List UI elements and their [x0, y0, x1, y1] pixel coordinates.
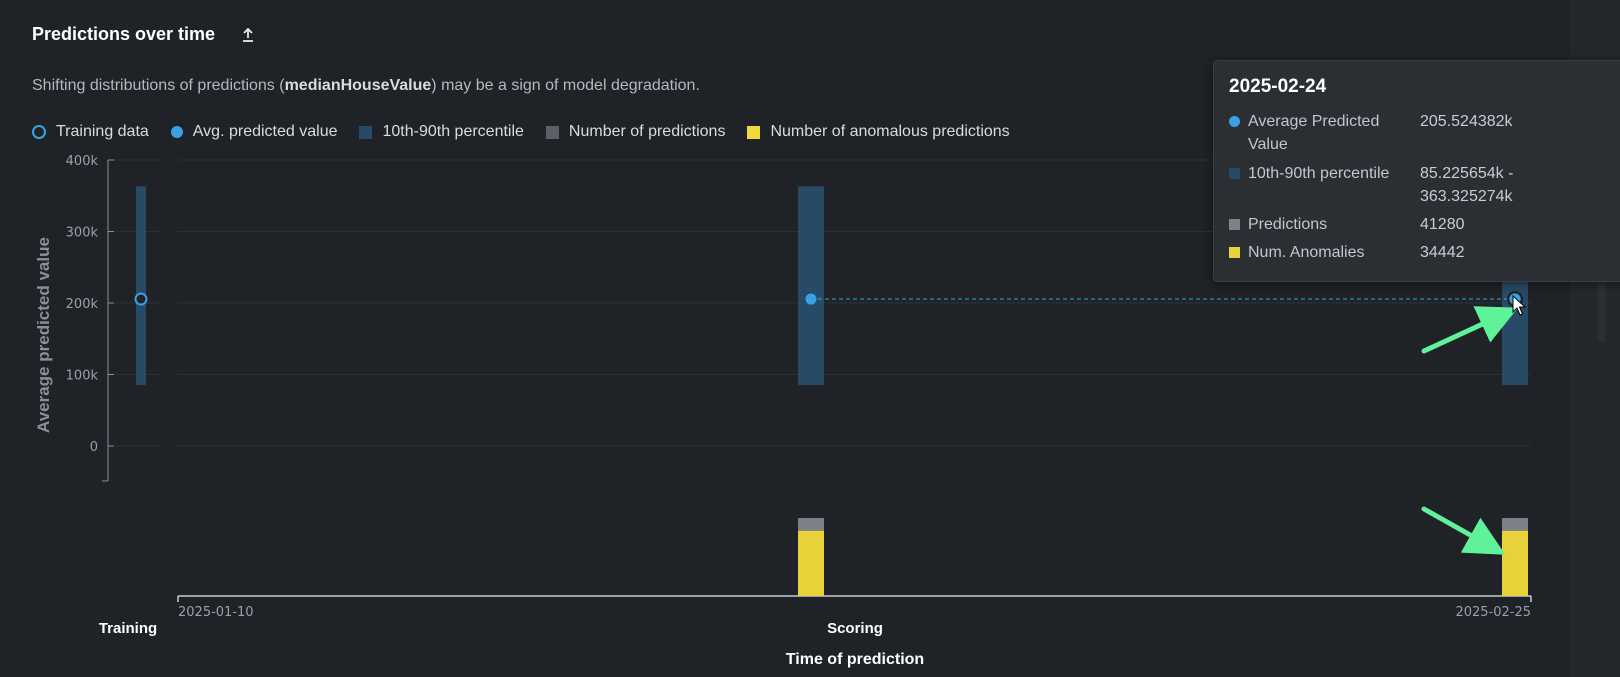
square-swatch-icon [545, 125, 559, 139]
y-tick-label: 100k [66, 369, 99, 384]
square-swatch-icon [359, 125, 373, 139]
training-percentile-bar [136, 186, 146, 386]
x-start-label: 2025-01-10 [178, 605, 254, 620]
square-swatch-icon [1229, 219, 1240, 230]
mouse-cursor-icon [1512, 294, 1527, 316]
training-avg-marker [134, 292, 148, 306]
annotation-arrow-icon [1421, 306, 1519, 354]
chart-subtitle: Shifting distributions of predictions (m… [32, 77, 700, 94]
tooltip-value: 34442 [1420, 244, 1465, 261]
x-end-label: 2025-02-25 [1455, 605, 1531, 620]
anomalies-count-bar [798, 530, 824, 596]
legend: Training data Avg. predicted value 10th-… [32, 123, 1032, 141]
x-axis-title: Time of prediction [786, 651, 924, 668]
predictions-chart: 0 100k 200k 300k 400k Average predicted valu… [34, 154, 1532, 668]
tooltip-value: 85.225654k - 363.325274k [1420, 165, 1514, 205]
legend-label: Avg. predicted value [192, 123, 338, 140]
tooltip-row-average: Average Predicted Value 205.524382k [1229, 110, 1530, 156]
legend-label: Number of anomalous predictions [770, 123, 1010, 140]
square-swatch-icon [1229, 247, 1240, 258]
target-name: medianHouseValue [284, 77, 432, 94]
tooltip-label: Predictions [1248, 216, 1328, 233]
y-tick-label: 200k [66, 297, 99, 312]
tooltip-row-predictions: Predictions 41280 [1229, 213, 1530, 236]
dot-marker-icon [1229, 116, 1240, 127]
tooltip-label: Average Predicted Value [1248, 113, 1380, 153]
percentile-bar [798, 186, 824, 386]
annotation-arrows [1421, 306, 1519, 555]
legend-item-training-data[interactable]: Training data [32, 123, 149, 141]
hover-tooltip: 2025-02-24 Average Predicted Value 205.5… [1213, 60, 1620, 282]
axes: 0 100k 200k 300k 400k [66, 154, 1532, 602]
avg-predicted-marker [805, 293, 817, 305]
legend-item-anomalous[interactable]: Number of anomalous predictions [747, 123, 1010, 141]
legend-label: 10th-90th percentile [382, 123, 524, 140]
legend-item-percentile[interactable]: 10th-90th percentile [359, 123, 524, 141]
dot-marker-icon [170, 126, 183, 138]
legend-item-avg-predicted[interactable]: Avg. predicted value [170, 123, 338, 141]
scoring-section-label: Scoring [827, 620, 883, 637]
tooltip-row-percentile: 10th-90th percentile 85.225654k - 363.32… [1229, 162, 1530, 208]
legend-item-predictions[interactable]: Number of predictions [545, 123, 726, 141]
tooltip-label: Num. Anomalies [1248, 244, 1365, 261]
tooltip-row-anomalies: Num. Anomalies 34442 [1229, 241, 1530, 264]
square-swatch-icon [747, 125, 761, 139]
tooltip-value: 41280 [1420, 216, 1465, 233]
y-axis-title: Average predicted value [34, 237, 53, 433]
y-tick-label: 300k [66, 226, 99, 241]
annotation-arrow-icon [1421, 506, 1506, 555]
y-tick-label: 400k [66, 154, 99, 169]
scrollbar-thumb[interactable] [1598, 262, 1606, 342]
legend-label: Number of predictions [568, 123, 726, 140]
legend-label: Training data [56, 123, 149, 140]
tooltip-date: 2025-02-24 [1229, 76, 1327, 97]
tooltip-value: 205.524382k [1420, 113, 1513, 130]
ring-marker-icon [32, 125, 46, 139]
upload-icon[interactable] [240, 26, 256, 44]
tooltip-label: 10th-90th percentile [1248, 165, 1390, 182]
anomalies-count-bar [1502, 530, 1528, 596]
chart-title: Predictions over time [32, 24, 216, 44]
training-section-label: Training [99, 620, 157, 637]
chart-marks [134, 186, 1528, 596]
square-swatch-icon [1229, 168, 1240, 179]
y-tick-label: 0 [90, 440, 98, 455]
